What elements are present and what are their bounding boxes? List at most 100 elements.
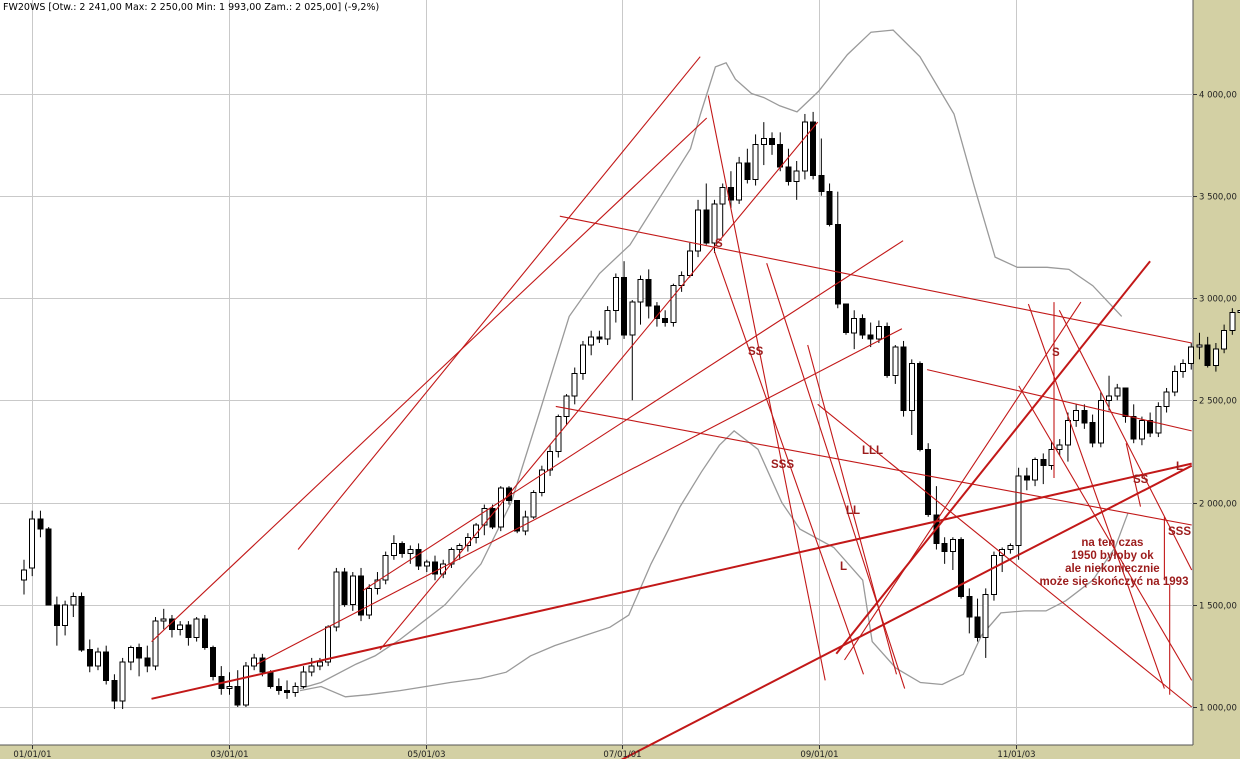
bull-candle-body	[152, 620, 159, 667]
annotation-label: S	[1052, 347, 1060, 359]
bull-candle-body	[1106, 395, 1112, 401]
trend-line	[707, 95, 826, 681]
candle	[875, 320, 882, 343]
candle	[308, 657, 315, 677]
price-axis-panel	[1193, 0, 1240, 759]
trend-line	[151, 117, 708, 643]
candle	[349, 572, 356, 611]
candle	[333, 567, 340, 632]
annotation-label: LL	[846, 505, 860, 517]
bull-candle-body	[456, 544, 463, 551]
candle	[456, 543, 463, 560]
candle	[1122, 387, 1129, 423]
candle	[144, 645, 151, 673]
candle	[604, 306, 611, 346]
bear-candle-body	[974, 616, 981, 638]
bull-candle-body	[1155, 405, 1162, 434]
candle	[1064, 412, 1071, 462]
bull-candle-body	[538, 469, 545, 493]
bull-candle-body	[760, 138, 767, 146]
bear-candle-body	[275, 686, 282, 692]
bear-candle-body	[415, 549, 422, 567]
bull-candle-body	[95, 651, 101, 667]
candle	[991, 551, 997, 601]
candle	[999, 547, 1006, 573]
candle	[563, 394, 570, 425]
bull-candle-body	[1048, 448, 1055, 467]
candle	[588, 330, 595, 356]
annotation-label: SS	[748, 346, 764, 358]
trend-line	[256, 328, 903, 665]
trend-line	[1027, 303, 1165, 689]
annotation-label: L	[840, 561, 847, 573]
bear-candle-body	[45, 528, 52, 606]
candle	[358, 567, 364, 622]
candle	[966, 588, 973, 634]
bear-candle-body	[259, 657, 266, 673]
candle	[497, 486, 504, 532]
x-tick-label: 01/01/01	[13, 750, 51, 759]
x-tick-label: 07/01/01	[603, 750, 641, 759]
candle	[1237, 309, 1240, 313]
trend-line	[713, 250, 865, 675]
candle	[86, 639, 93, 673]
candle	[1171, 365, 1178, 397]
candle	[53, 596, 60, 646]
bull-candle-body	[62, 604, 69, 626]
bear-candle-body	[1204, 344, 1211, 366]
candle	[37, 510, 44, 538]
bull-candle-body	[1163, 391, 1170, 407]
candle	[1196, 332, 1203, 360]
bear-candle-body	[826, 191, 833, 225]
bull-candle-body	[21, 569, 27, 581]
candle	[958, 537, 965, 599]
candle	[1023, 467, 1030, 491]
candle	[1229, 308, 1236, 335]
trend-lines	[151, 56, 1193, 759]
bull-candle-body	[571, 373, 578, 397]
bull-candle-body	[1212, 348, 1219, 367]
bull-candle-body	[736, 162, 743, 201]
bear-candle-body	[900, 346, 907, 412]
bear-candle-body	[1130, 416, 1137, 440]
candle	[1032, 457, 1039, 487]
date-axis: 01/01/01 03/01/01 05/01/03 07/01/01 09/01/01…	[13, 745, 1036, 759]
bull-candle-body	[29, 518, 36, 569]
bear-candle-body	[358, 575, 364, 616]
candle	[341, 567, 348, 607]
bear-candle-body	[78, 596, 85, 651]
bull-candle-body	[300, 671, 307, 688]
bear-candle-body	[144, 657, 151, 667]
bull-candle-body	[497, 487, 504, 528]
candle	[382, 551, 389, 585]
x-tick-label: 03/01/01	[210, 750, 248, 759]
bear-candle-body	[341, 571, 348, 606]
bull-candle-body	[604, 309, 611, 340]
bear-candle-body	[201, 618, 208, 649]
bear-candle-body	[785, 166, 792, 182]
candle	[210, 645, 217, 681]
annotation-label: SSS	[1168, 526, 1191, 538]
candle	[160, 608, 167, 630]
trend-line	[1125, 443, 1142, 507]
bull-candle-body	[612, 277, 619, 311]
candle	[481, 504, 488, 536]
annotation-label: SSS	[771, 459, 794, 471]
bear-candle-body	[1023, 475, 1030, 481]
candle	[1138, 416, 1145, 446]
bear-candle-body	[1089, 422, 1096, 444]
bear-candle-body	[267, 671, 274, 688]
candle	[637, 275, 644, 325]
bull-candle-body	[563, 395, 570, 418]
bull-candle-body	[374, 579, 381, 589]
date-axis-panel	[0, 745, 1193, 759]
bear-candle-body	[662, 318, 669, 324]
bull-candle-body	[226, 686, 233, 689]
x-tick-label: 05/01/03	[407, 750, 445, 759]
candle	[703, 183, 710, 245]
bull-candle-body	[670, 285, 677, 324]
annotation-label: L	[1176, 461, 1183, 473]
bull-candle-body	[908, 362, 915, 411]
bull-candle-body	[530, 491, 537, 518]
candle	[851, 310, 858, 350]
